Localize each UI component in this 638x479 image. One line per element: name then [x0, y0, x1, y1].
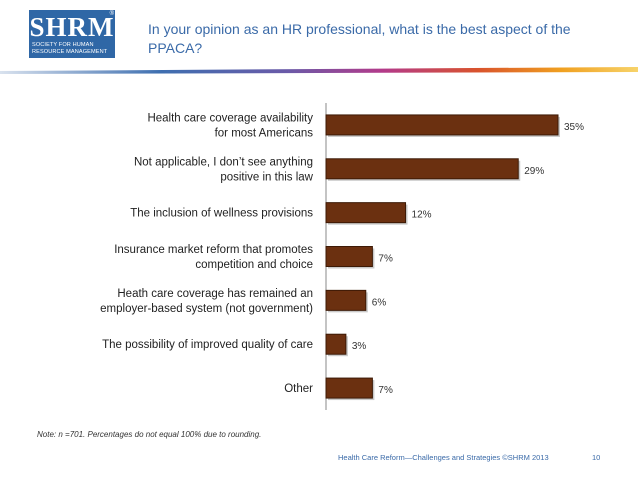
decorative-stripe	[0, 67, 638, 74]
category-label-line: employer-based system (not government)	[100, 303, 313, 315]
page-number: 10	[592, 453, 601, 462]
bar	[325, 246, 373, 267]
category-label-line: The inclusion of wellness provisions	[130, 208, 313, 220]
category-label: The inclusion of wellness provisions	[130, 208, 313, 220]
bar	[325, 158, 519, 180]
category-label: Other	[284, 383, 313, 395]
logo-subtitle-line-2: RESOURCE MANAGEMENT	[32, 49, 108, 55]
bar	[325, 114, 559, 136]
footnote: Note: n =701. Percentages do not equal 1…	[37, 430, 262, 439]
category-label-line: Other	[284, 383, 313, 395]
category-label: Heath care coverage has remained an emplo…	[100, 288, 313, 315]
bar	[325, 289, 367, 311]
logo-subtitle-line-1: SOCIETY FOR HUMAN	[32, 42, 94, 48]
shrm-logo: SHRM ® SOCIETY FOR HUMAN RESOURCE MANAGE…	[29, 10, 115, 58]
bar-value-label: 29%	[524, 166, 544, 177]
category-label: The possibility of improved quality of c…	[102, 339, 313, 351]
category-label-line: Insurance market reform that promotes	[114, 244, 313, 256]
category-label: Not applicable, I don’t see anything posi…	[134, 156, 314, 183]
slide-title: In your opinion as an HR professional, w…	[148, 21, 571, 56]
category-label-line: Not applicable, I don’t see anything	[134, 156, 313, 168]
bar-value-label: 7%	[378, 385, 393, 396]
bar	[325, 377, 373, 399]
category-label-line: Health care coverage availability	[147, 112, 313, 124]
category-label: Health care coverage availability for mos…	[147, 112, 313, 139]
logo-registered-mark: ®	[109, 11, 114, 17]
logo-subtitle: SOCIETY FOR HUMAN RESOURCE MANAGEMENT	[32, 42, 112, 56]
category-label: Insurance market reform that promotes com…	[114, 244, 313, 271]
bar	[325, 202, 407, 224]
category-label-line: The possibility of improved quality of c…	[102, 339, 313, 351]
category-label-line: Heath care coverage has remained an	[117, 288, 313, 300]
footer-text: Health Care Reform—Challenges and Strate…	[338, 453, 549, 462]
bar-value-label: 12%	[412, 210, 432, 221]
bar-value-label: 7%	[378, 254, 393, 265]
category-label-line: for most Americans	[215, 127, 314, 139]
bar	[325, 333, 347, 355]
category-label-line: competition and choice	[195, 259, 313, 271]
bar-value-label: 6%	[372, 297, 387, 308]
bar-value-label: 35%	[564, 122, 584, 133]
logo-wordmark: SHRM	[29, 12, 115, 42]
category-label-line: positive in this law	[220, 171, 313, 183]
bar-value-label: 3%	[352, 341, 367, 352]
